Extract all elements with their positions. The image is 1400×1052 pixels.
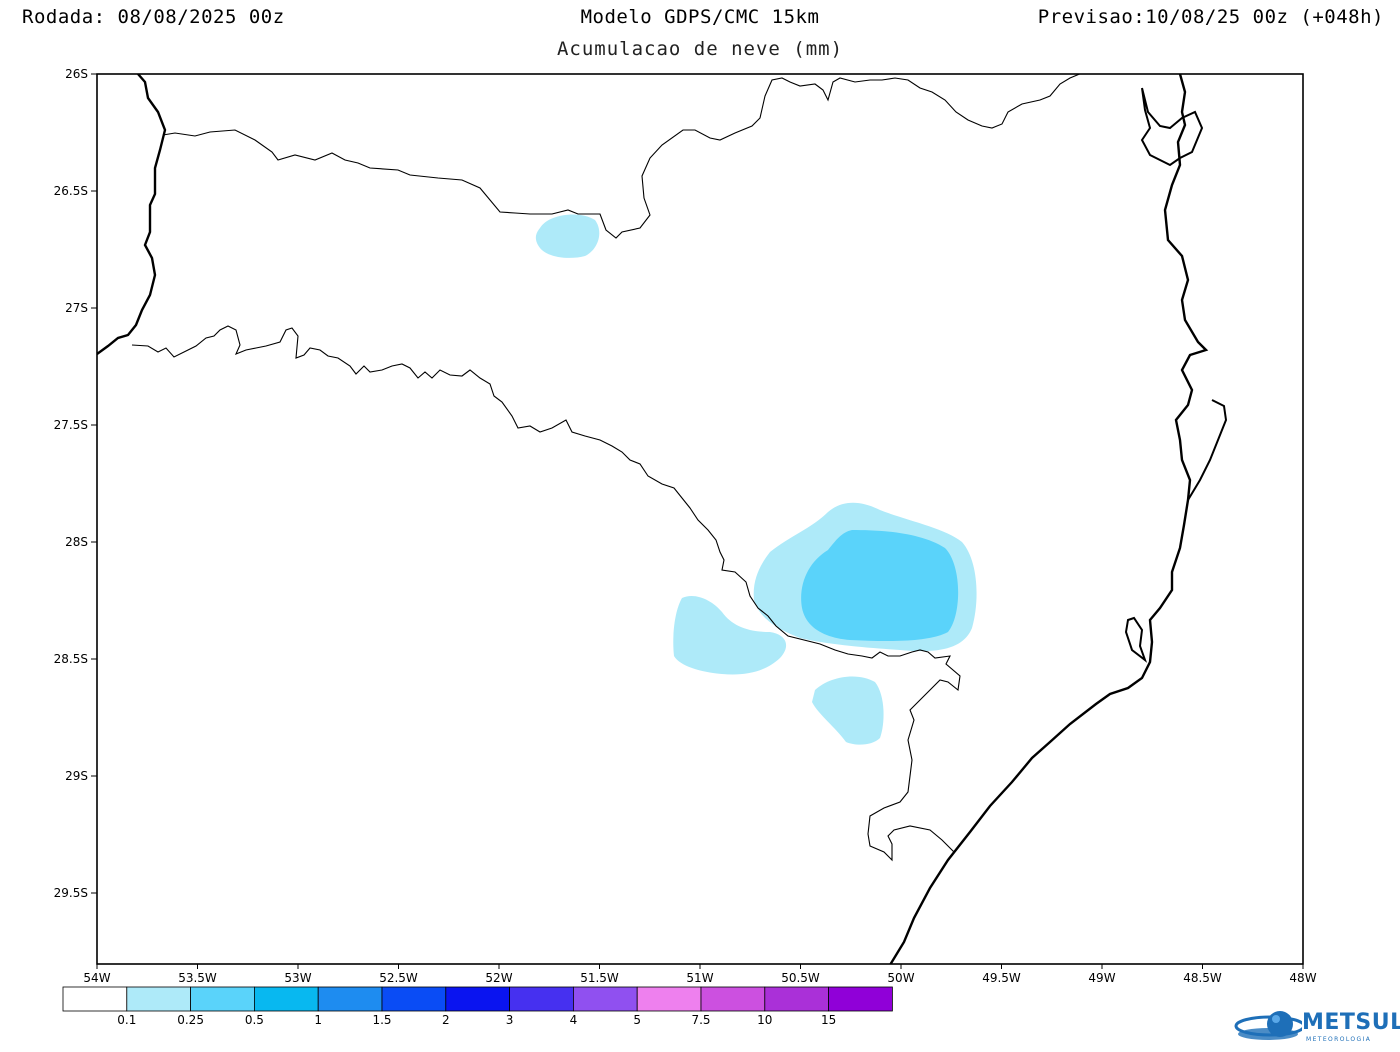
legend-threshold-label: 10: [757, 1013, 772, 1027]
lon-tick-label: 49W: [1088, 971, 1115, 985]
lon-tick-label: 52W: [485, 971, 512, 985]
legend-threshold-label: 2: [442, 1013, 450, 1027]
legend-swatch: [381, 986, 447, 1012]
legend-swatch: [445, 986, 510, 1012]
model-title: Modelo GDPS/CMC 15km: [580, 6, 820, 28]
lon-tick-label: 51W: [686, 971, 713, 985]
legend-threshold-label: 0.5: [245, 1013, 264, 1027]
sc-rs-border: [131, 325, 961, 862]
legend-swatch: [700, 986, 766, 1012]
lon-tick-label: 49.5W: [982, 971, 1021, 985]
legend-swatch: [62, 986, 128, 1012]
lon-tick-label: 53.5W: [178, 971, 217, 985]
legend-threshold-label: 0.25: [177, 1013, 204, 1027]
lon-tick-label: 54W: [83, 971, 110, 985]
snow-field-sc-north: [535, 214, 600, 258]
sc-coastal-islands: [1124, 87, 1228, 663]
legend-swatch: [573, 986, 638, 1012]
legend-threshold-label: 0.1: [117, 1013, 136, 1027]
lat-tick-label: 27.5S: [54, 418, 88, 432]
variable-subtitle: Acumulacao de neve (mm): [556, 38, 844, 60]
brand-name: METSUL: [1302, 1010, 1400, 1035]
snow-field-west: [673, 595, 787, 675]
legend-threshold-label: 1.5: [372, 1013, 391, 1027]
lon-tick-label: 48W: [1289, 971, 1316, 985]
lon-tick-label: 50.5W: [781, 971, 820, 985]
legend-swatch: [126, 986, 192, 1012]
legend-threshold-label: 7.5: [691, 1013, 710, 1027]
map-contents: [97, 74, 1228, 964]
legend-swatch: [190, 986, 255, 1012]
globe-icon: [1234, 1011, 1302, 1040]
legend-swatch: [253, 986, 319, 1012]
lat-tick-label: 27S: [65, 301, 88, 315]
legend-swatch: [509, 986, 574, 1012]
lon-tick-label: 52.5W: [379, 971, 418, 985]
lon-tick-label: 48.5W: [1183, 971, 1222, 985]
lat-tick-label: 29S: [65, 769, 88, 783]
lon-tick-label: 51.5W: [580, 971, 619, 985]
legend-threshold-label: 1: [314, 1013, 322, 1027]
lon-tick-label: 53W: [284, 971, 311, 985]
lat-tick-label: 26.5S: [54, 184, 88, 198]
legend-threshold-label: 5: [633, 1013, 641, 1027]
snow-field-south: [812, 676, 884, 745]
atlantic-coastline: [889, 74, 1209, 964]
brand-tagline: METEOROLOGIA: [1306, 1036, 1372, 1043]
map-frame: [96, 73, 1304, 965]
lon-axis: 54W 53.5W 53W 52.5W 52W 51.5W 51W 50.5W …: [83, 964, 1317, 985]
legend-threshold-label: 4: [570, 1013, 578, 1027]
pr-sc-border: [162, 74, 1109, 239]
legend-threshold-label: 3: [506, 1013, 514, 1027]
legend-swatch: [828, 986, 893, 1012]
lat-tick-label: 26S: [65, 67, 88, 81]
lat-tick-label: 28.5S: [54, 652, 88, 666]
run-time-label: Rodada: 08/08/2025 00z: [22, 6, 285, 28]
legend-swatch: [317, 986, 383, 1012]
legend-swatch: [764, 986, 829, 1012]
legend-swatch: [636, 986, 702, 1012]
metsul-logo: METSUL METEOROLOGIA: [1232, 1006, 1400, 1048]
lat-axis: 26S 26.5S 27S 27.5S 28S 28.5S 29S 29.5S: [54, 67, 97, 900]
forecast-valid-label: Previsao:10/08/25 00z (+048h): [1037, 6, 1384, 28]
lon-tick-label: 50W: [887, 971, 914, 985]
lat-tick-label: 28S: [65, 535, 88, 549]
lat-tick-label: 29.5S: [54, 886, 88, 900]
legend-threshold-label: 15: [821, 1013, 836, 1027]
color-legend: 0.1 0.25 0.5 1 1.5 2 3 4 5 7.5 10 15: [62, 986, 893, 1027]
snow-field-serra-inner: [801, 530, 959, 642]
argentina-border: [97, 74, 167, 355]
